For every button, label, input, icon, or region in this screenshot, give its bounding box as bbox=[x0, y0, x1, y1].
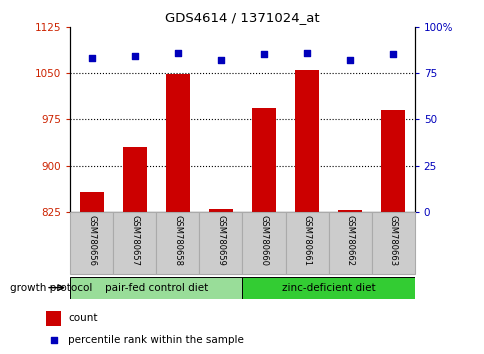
FancyBboxPatch shape bbox=[199, 212, 242, 274]
Text: GSM780659: GSM780659 bbox=[216, 216, 225, 266]
Text: growth protocol: growth protocol bbox=[10, 282, 92, 293]
Bar bbox=[209, 209, 232, 212]
FancyBboxPatch shape bbox=[113, 212, 156, 274]
Bar bbox=[380, 110, 404, 212]
Text: GSM780658: GSM780658 bbox=[173, 216, 182, 267]
Bar bbox=[295, 70, 318, 212]
Point bbox=[49, 337, 57, 343]
Text: pair-fed control diet: pair-fed control diet bbox=[105, 282, 208, 293]
Text: GSM780657: GSM780657 bbox=[130, 216, 139, 267]
Point bbox=[174, 50, 182, 55]
FancyBboxPatch shape bbox=[242, 212, 285, 274]
Point bbox=[302, 50, 310, 55]
FancyBboxPatch shape bbox=[70, 212, 113, 274]
Text: zinc-deficient diet: zinc-deficient diet bbox=[281, 282, 375, 293]
Point bbox=[259, 52, 267, 57]
FancyBboxPatch shape bbox=[285, 212, 328, 274]
Text: percentile rank within the sample: percentile rank within the sample bbox=[68, 335, 243, 345]
Text: GDS4614 / 1371024_at: GDS4614 / 1371024_at bbox=[165, 11, 319, 24]
FancyBboxPatch shape bbox=[328, 212, 371, 274]
Text: GSM780662: GSM780662 bbox=[345, 216, 354, 267]
Bar bbox=[337, 210, 361, 212]
Bar bbox=[166, 74, 189, 212]
Point bbox=[217, 57, 225, 63]
Text: GSM780660: GSM780660 bbox=[259, 216, 268, 267]
Bar bbox=[80, 192, 104, 212]
Bar bbox=[252, 108, 275, 212]
FancyBboxPatch shape bbox=[242, 276, 414, 299]
Point bbox=[346, 57, 353, 63]
FancyBboxPatch shape bbox=[70, 276, 242, 299]
FancyBboxPatch shape bbox=[371, 212, 414, 274]
Text: GSM780656: GSM780656 bbox=[87, 216, 96, 267]
Bar bbox=[123, 147, 147, 212]
Text: count: count bbox=[68, 313, 97, 323]
Bar bbox=[46, 311, 61, 326]
Text: GSM780661: GSM780661 bbox=[302, 216, 311, 267]
Point bbox=[88, 55, 95, 61]
Point bbox=[131, 53, 138, 59]
Text: GSM780663: GSM780663 bbox=[388, 216, 397, 267]
FancyBboxPatch shape bbox=[156, 212, 199, 274]
Point bbox=[389, 52, 396, 57]
